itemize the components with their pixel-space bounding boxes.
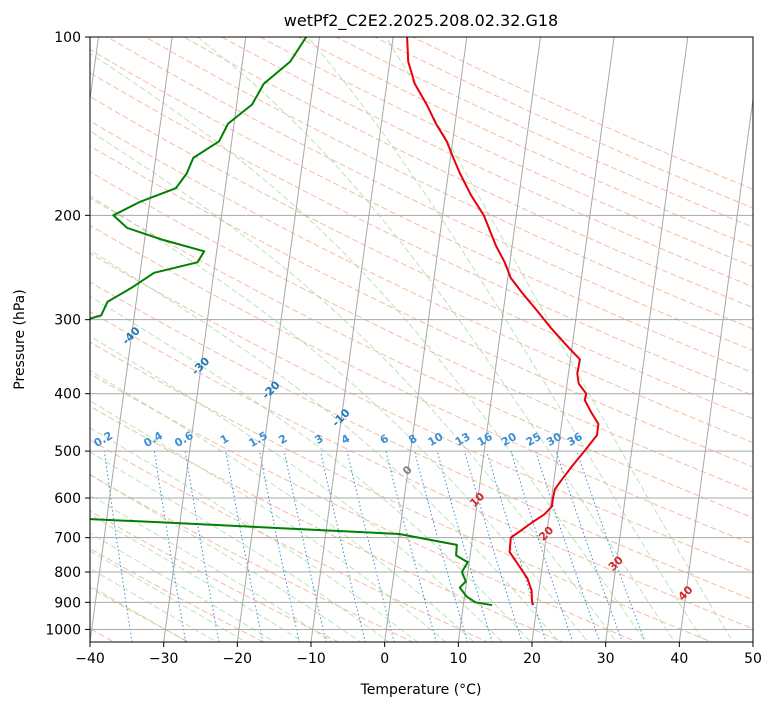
dry-adiabat-line	[411, 37, 753, 190]
y-tick-label: 300	[54, 313, 81, 329]
mixing-ratio-line	[259, 451, 300, 642]
dry-adiabat-line	[90, 224, 753, 545]
mixing-ratio-line	[346, 450, 395, 642]
temperature-profile-line	[406, 37, 600, 606]
x-tick-label: −20	[223, 651, 253, 667]
dry-adiabat-line	[182, 37, 753, 309]
chart-title: wetPf2_C2E2.2025.208.02.32.G18	[284, 11, 558, 31]
isotherm-line	[310, 37, 394, 642]
dry-adiabat-line	[90, 48, 753, 374]
mixing-ratio-line	[225, 451, 264, 642]
mixing-ratio-line	[436, 450, 493, 642]
dry-adiabat-line	[90, 311, 753, 630]
moist-adiabat-line	[90, 295, 532, 642]
dry-adiabat-line	[144, 37, 753, 330]
dry-adiabat-line	[90, 197, 753, 519]
dry-adiabat-line	[90, 95, 753, 420]
moist-adiabat-line	[90, 585, 189, 642]
y-tick-label: 1000	[45, 622, 81, 638]
dry-adiabat-line	[335, 37, 753, 228]
profile-series	[90, 37, 600, 607]
y-tick-label: 600	[54, 491, 81, 507]
mixing-ratio-line	[283, 451, 327, 642]
isotherm-line	[457, 37, 541, 642]
y-tick-label: 900	[54, 595, 81, 611]
x-tick-label: 10	[449, 651, 467, 667]
isotherm-line	[678, 95, 753, 642]
moist-adiabat-line	[90, 369, 475, 642]
mixing-ratio-lines	[103, 450, 646, 642]
dry-adiabat-line	[258, 37, 753, 268]
x-tick-label: 40	[670, 651, 688, 667]
isotherm-line	[384, 37, 468, 642]
dry-adiabat-line	[90, 252, 753, 573]
pressure-gridlines	[90, 37, 753, 630]
dry-adiabat-line	[220, 37, 753, 288]
moist-adiabat-line	[90, 335, 504, 642]
dry-adiabats	[90, 37, 753, 642]
x-tick-label: −40	[75, 651, 105, 667]
moist-adiabat-line	[385, 37, 734, 642]
dry-adiabat-line	[90, 281, 753, 601]
mixing-ratio-line	[486, 450, 547, 642]
x-tick-label: −30	[149, 651, 179, 667]
dry-adiabat-line	[90, 405, 564, 642]
dry-adiabat-line	[90, 510, 340, 642]
x-axis: −40 −30 −20 −10 0 10 20 30 40 50	[75, 642, 762, 667]
x-tick-label: 50	[744, 651, 762, 667]
isotherm-line	[90, 37, 173, 642]
y-tick-label: 700	[54, 531, 81, 547]
dry-adiabat-line	[106, 37, 753, 352]
y-tick-label: 200	[54, 208, 81, 224]
moist-adiabats	[90, 37, 734, 642]
x-tick-label: −10	[296, 651, 326, 667]
moist-adiabat-line	[90, 451, 390, 642]
y-tick-label: 500	[54, 444, 81, 460]
dry-adiabat-line	[297, 37, 753, 248]
moist-adiabat-line	[90, 52, 647, 642]
isotherm-line	[531, 37, 615, 642]
isotherm-line	[236, 37, 320, 642]
dewpoint-profile-line	[90, 37, 493, 607]
mixing-ratio-line	[464, 450, 523, 642]
moist-adiabat-line	[90, 400, 447, 642]
dry-adiabat-line	[90, 474, 414, 642]
x-axis-title: Temperature (°C)	[360, 682, 482, 698]
moist-adiabat-line	[90, 550, 247, 642]
moist-adiabat-line	[90, 427, 419, 642]
y-axis-title: Pressure (hPa)	[12, 289, 28, 389]
mixing-ratio-line	[385, 450, 437, 642]
dry-adiabat-line	[90, 439, 489, 642]
isotherms	[90, 37, 753, 642]
x-tick-label: 20	[523, 651, 541, 667]
y-axis: 100 200 300 400 500 600 700 800 900 1000	[45, 30, 90, 638]
dry-adiabat-line	[90, 72, 753, 396]
moist-adiabat-line	[197, 37, 676, 642]
moist-adiabat-line	[307, 37, 705, 642]
moist-adiabat-line	[90, 532, 276, 642]
isotherm-line	[605, 37, 689, 642]
mixing-ratio-line	[320, 450, 366, 642]
x-tick-label: 0	[380, 651, 389, 667]
moist-adiabat-line	[90, 567, 218, 642]
x-tick-label: 30	[597, 651, 615, 667]
plot-area: -100-90-80-70-60-50-40-30-20-10010203040…	[90, 37, 753, 642]
dry-adiabat-line	[373, 37, 753, 209]
y-tick-label: 400	[54, 387, 81, 403]
mixing-ratio-line	[555, 450, 623, 642]
y-tick-label: 100	[54, 30, 81, 46]
moist-adiabat-line	[90, 473, 362, 642]
y-tick-label: 800	[54, 565, 81, 581]
dry-adiabat-line	[90, 120, 753, 444]
plot-frame	[89, 36, 754, 643]
moist-adiabat-line	[90, 249, 560, 642]
moist-adiabat-line	[90, 195, 589, 642]
mixing-ratio-line	[576, 450, 646, 642]
